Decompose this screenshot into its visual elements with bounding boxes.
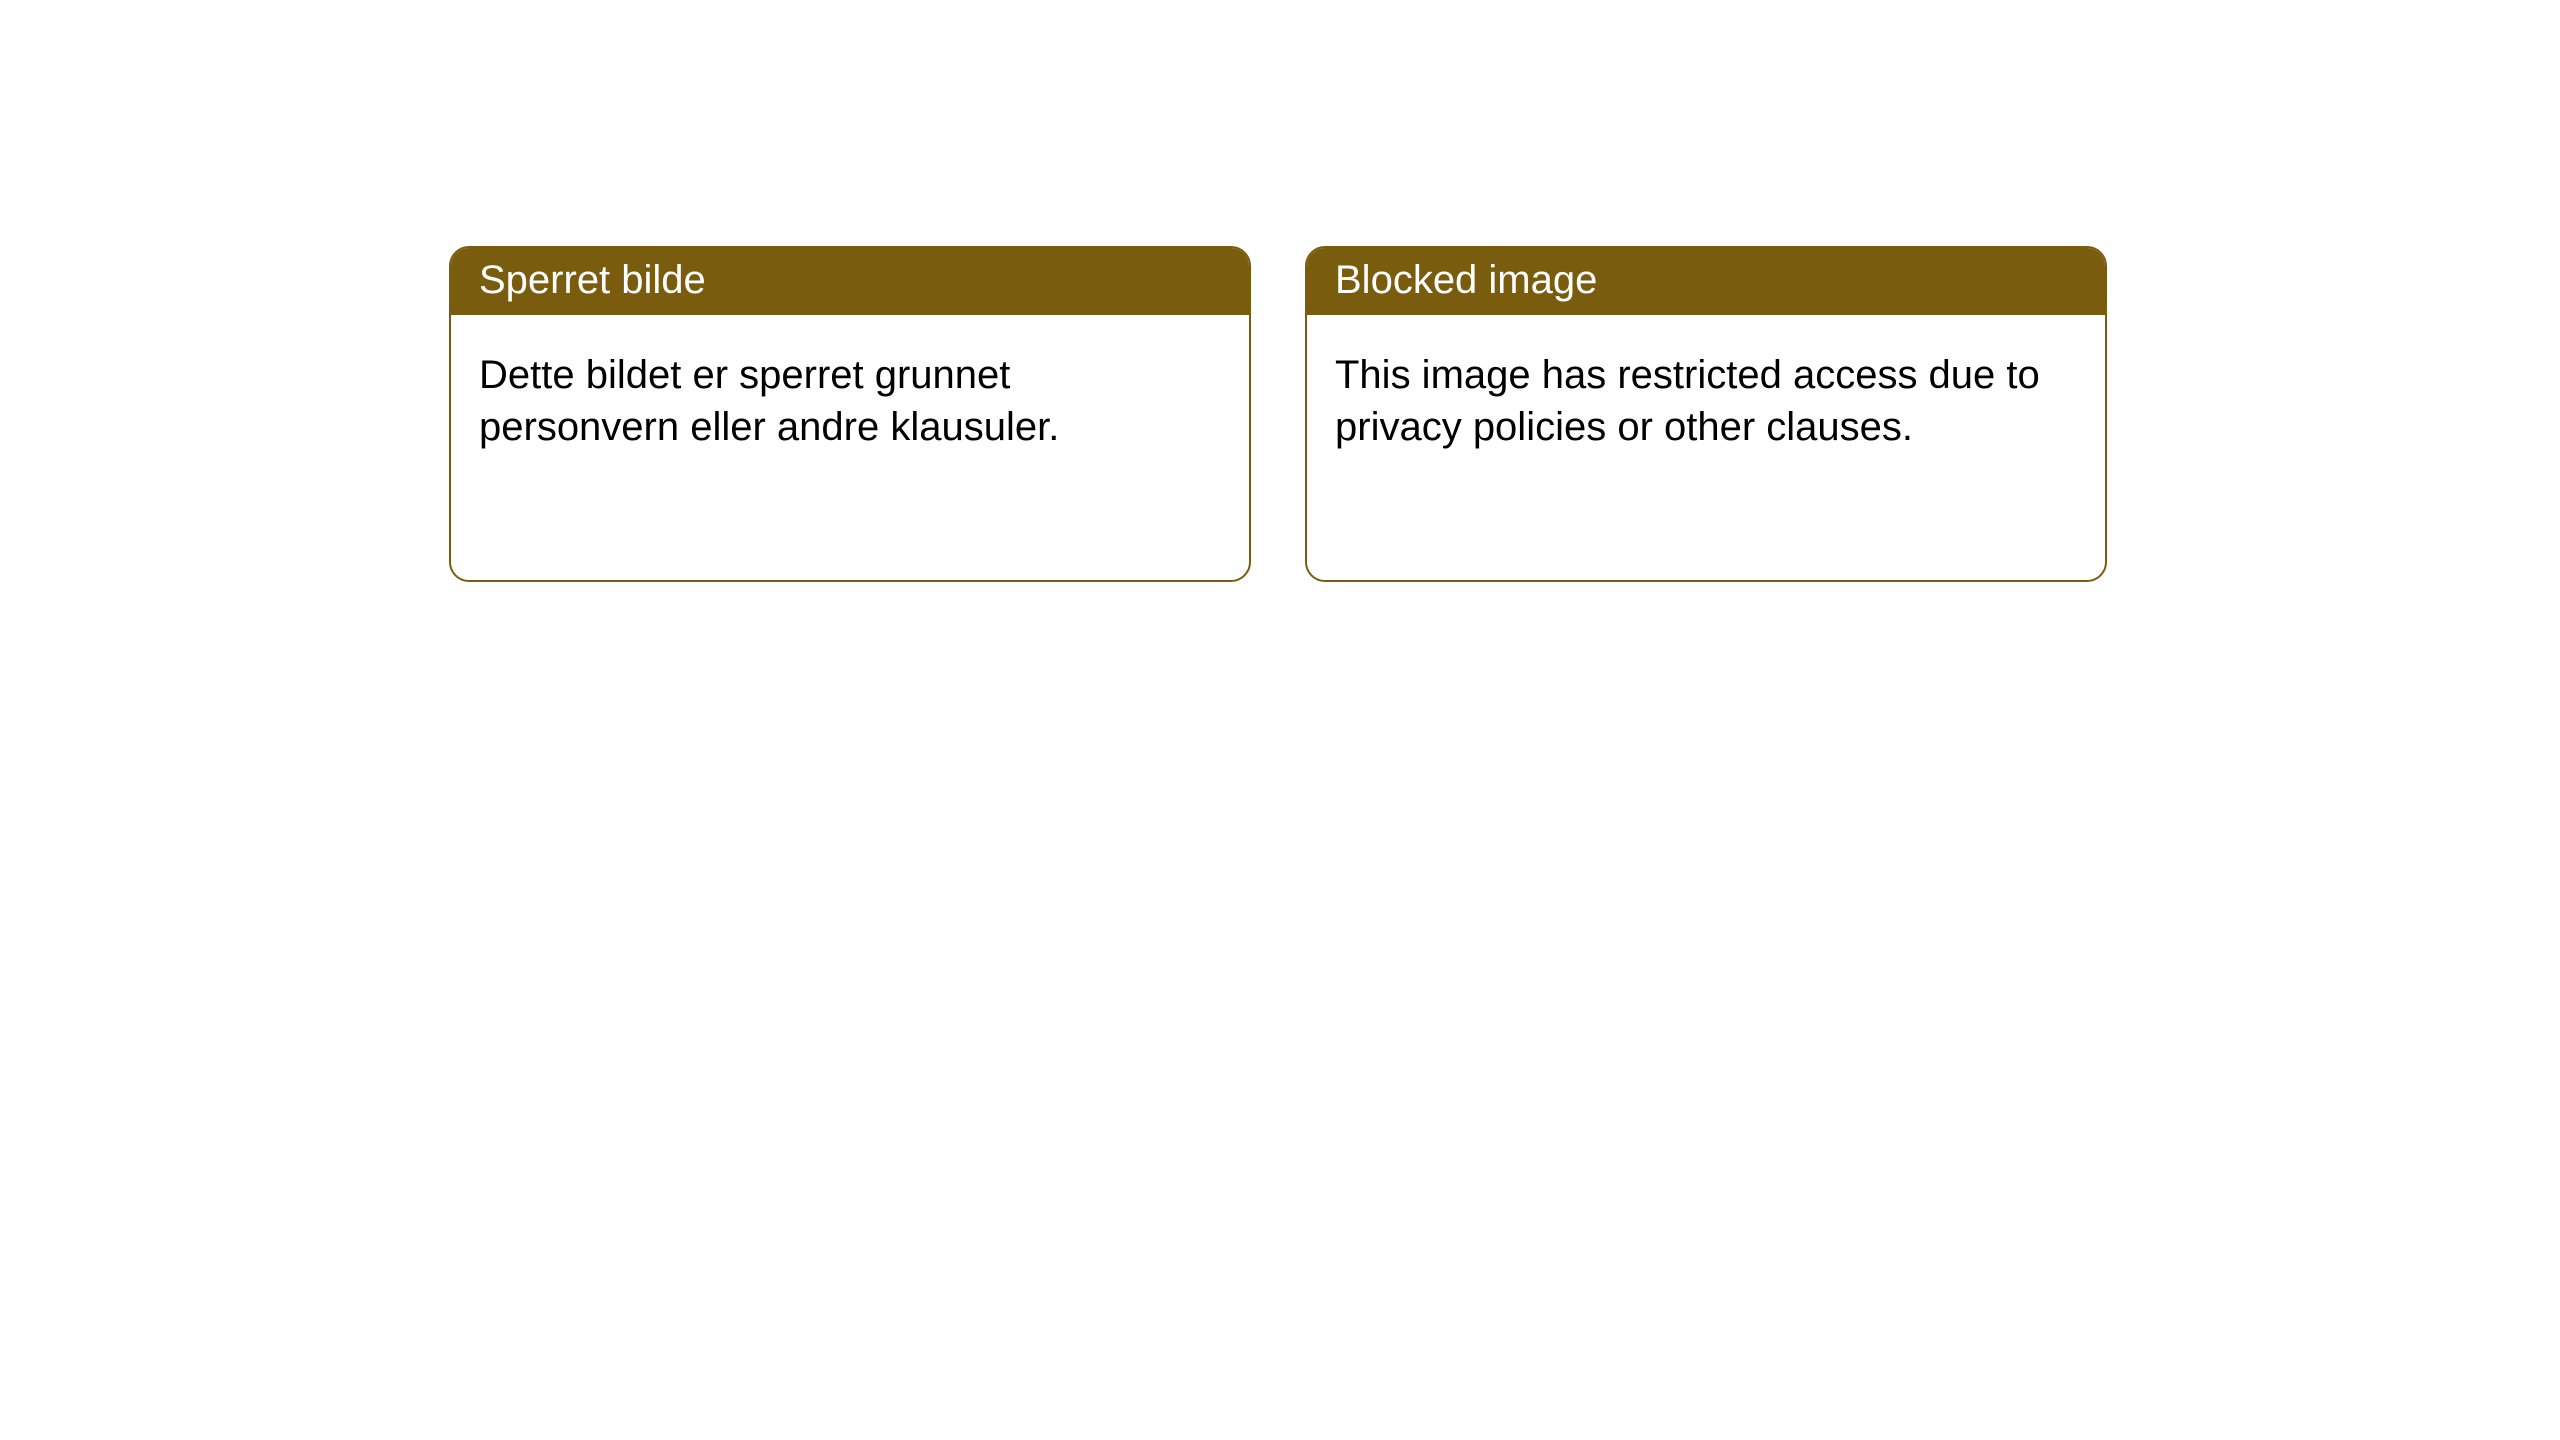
- card-title: Sperret bilde: [451, 248, 1249, 315]
- card-body-text: This image has restricted access due to …: [1307, 315, 2105, 487]
- notice-card-english: Blocked image This image has restricted …: [1305, 246, 2107, 582]
- card-title: Blocked image: [1307, 248, 2105, 315]
- notice-card-norwegian: Sperret bilde Dette bildet er sperret gr…: [449, 246, 1251, 582]
- card-body-text: Dette bildet er sperret grunnet personve…: [451, 315, 1249, 487]
- notice-cards-container: Sperret bilde Dette bildet er sperret gr…: [449, 246, 2107, 582]
